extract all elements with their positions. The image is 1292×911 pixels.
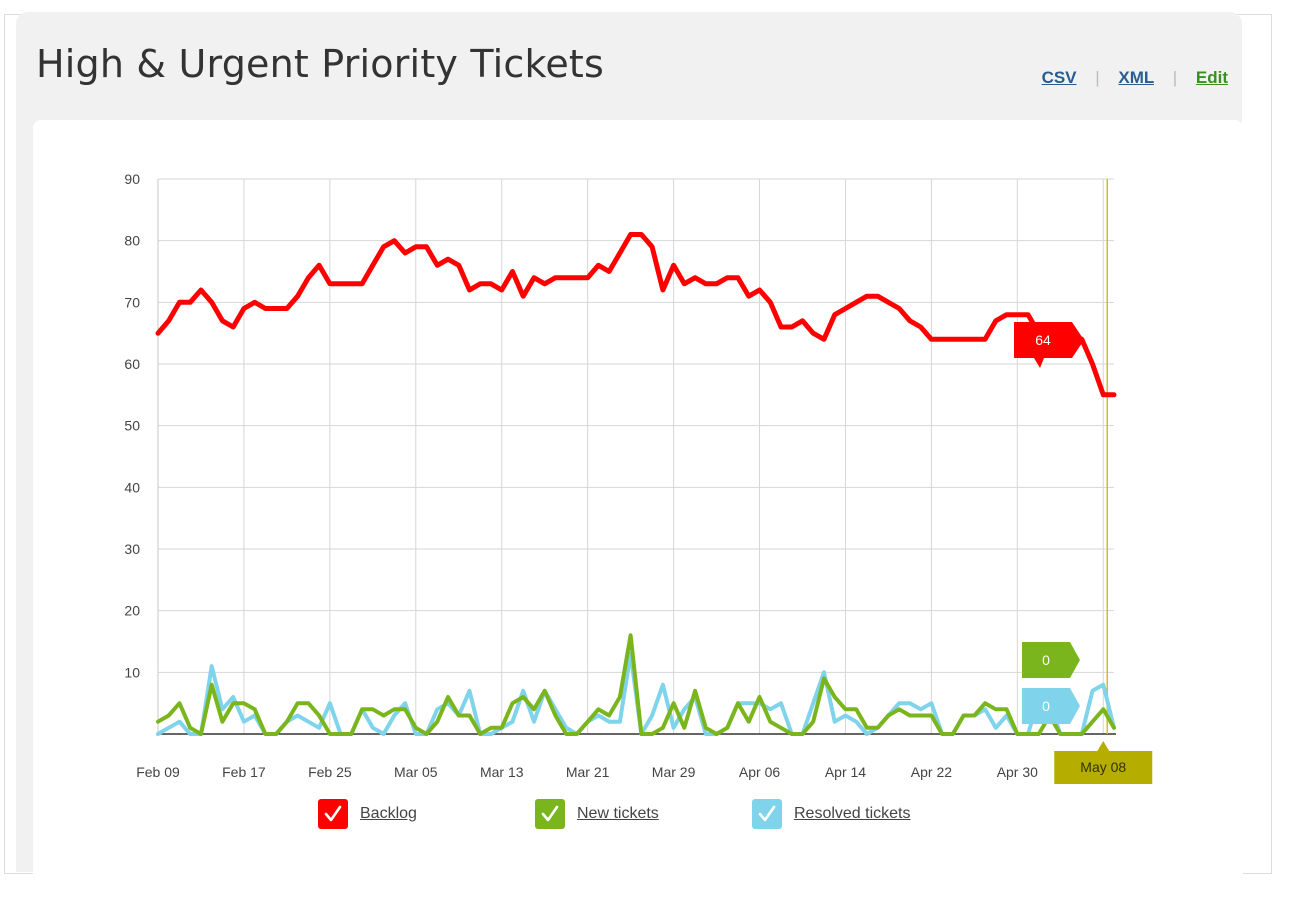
xml-link[interactable]: XML bbox=[1118, 68, 1154, 87]
y-tick-label: 80 bbox=[124, 233, 140, 249]
csv-link[interactable]: CSV bbox=[1041, 68, 1077, 87]
y-tick-label: 70 bbox=[124, 294, 140, 310]
x-tick-label: Apr 22 bbox=[911, 764, 952, 780]
series-line-new-tickets bbox=[156, 633, 1116, 736]
y-tick-label: 60 bbox=[124, 356, 140, 372]
x-tick-label: Feb 25 bbox=[308, 764, 352, 780]
edit-link[interactable]: Edit bbox=[1195, 68, 1228, 87]
new-tickets-tooltip-value: 0 bbox=[1042, 652, 1050, 668]
y-tick-label: 20 bbox=[124, 603, 140, 619]
chart-panel bbox=[33, 120, 1243, 880]
y-tick-label: 40 bbox=[124, 479, 140, 495]
x-tick-label: Apr 06 bbox=[739, 764, 780, 780]
backlog-tooltip-badge bbox=[1014, 322, 1084, 368]
checkmark-icon[interactable] bbox=[535, 799, 565, 829]
checkmark-icon[interactable] bbox=[752, 799, 782, 829]
legend-item-new-tickets[interactable]: New tickets bbox=[535, 798, 659, 830]
x-tick-label: Mar 05 bbox=[394, 764, 438, 780]
y-tick-label: 50 bbox=[124, 418, 140, 434]
cursor-date-badge bbox=[1054, 741, 1153, 784]
x-tick-label: Apr 30 bbox=[997, 764, 1038, 780]
new-tickets-tooltip-badge bbox=[1022, 642, 1080, 678]
x-tick-label: Feb 09 bbox=[136, 764, 180, 780]
x-tick-label: Feb 17 bbox=[222, 764, 266, 780]
link-separator: | bbox=[1172, 68, 1178, 87]
cursor-date-label: May 08 bbox=[1080, 759, 1126, 775]
backlog-tooltip-value: 64 bbox=[1035, 332, 1051, 348]
legend-label-new-tickets[interactable]: New tickets bbox=[577, 805, 659, 822]
resolved-tickets-tooltip-value: 0 bbox=[1042, 698, 1050, 714]
x-tick-label: Mar 21 bbox=[566, 764, 610, 780]
x-tick-label: Mar 29 bbox=[652, 764, 696, 780]
y-tick-label: 90 bbox=[124, 171, 140, 187]
legend-label-resolved-tickets[interactable]: Resolved tickets bbox=[794, 805, 911, 822]
widget-title: High & Urgent Priority Tickets bbox=[36, 42, 605, 86]
x-tick-label: Apr 14 bbox=[825, 764, 866, 780]
checkmark-icon[interactable] bbox=[318, 799, 348, 829]
series-line-backlog bbox=[155, 232, 1117, 398]
resolved-tickets-tooltip-badge bbox=[1022, 688, 1080, 724]
link-separator: | bbox=[1095, 68, 1100, 87]
legend-label-backlog[interactable]: Backlog bbox=[360, 805, 417, 822]
legend-item-backlog[interactable]: Backlog bbox=[318, 798, 417, 830]
widget-actions: CSV | XML | Edit bbox=[1042, 68, 1228, 88]
y-tick-label: 10 bbox=[124, 664, 140, 680]
x-tick-label: Mar 13 bbox=[480, 764, 524, 780]
y-tick-label: 30 bbox=[124, 541, 140, 557]
legend-item-resolved-tickets[interactable]: Resolved tickets bbox=[752, 798, 911, 830]
